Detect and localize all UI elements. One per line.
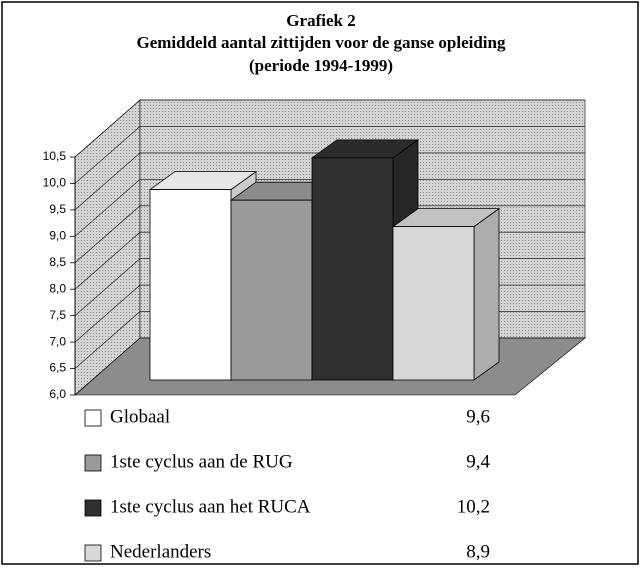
grid-line [74,179,585,237]
y-tick-label: 8,5 [49,255,66,269]
legend-value: 10,2 [457,496,490,517]
legend-label: 1ste cyclus aan het RUCA [110,496,311,517]
bar [149,189,232,381]
legend-swatch [84,499,102,517]
grid-line [74,126,585,184]
bar [311,157,394,381]
chart-title: Gemiddeld aantal zittijden voor de ganse… [137,33,506,52]
legend-swatch [84,409,102,427]
legend-swatch [84,544,102,562]
chart-title: (periode 1994-1999) [249,56,393,75]
bar [230,199,313,381]
y-tick-label: 9,5 [49,202,66,216]
y-tick-label: 7,0 [49,334,66,348]
y-tick-label: 6,0 [49,387,66,401]
y-tick-label: 10,5 [43,149,67,163]
legend-value: 8,9 [466,541,490,562]
y-tick-label: 10,0 [43,176,67,190]
legend-value: 9,6 [466,406,490,427]
legend-label: 1ste cyclus aan de RUG [110,451,293,472]
y-tick-label: 8,0 [49,281,66,295]
y-tick-label: 9,0 [49,229,66,243]
bar-side [473,207,500,381]
grid-line [74,99,585,158]
legend-value: 9,4 [466,451,490,472]
legend-label: Nederlanders [110,541,211,562]
chart-title: Grafiek 2 [286,11,355,30]
bar [392,226,475,381]
y-tick-label: 7,5 [49,308,66,322]
grid-line [74,152,585,211]
legend-swatch [84,454,102,472]
y-tick-label: 6,5 [49,361,66,375]
legend-label: Globaal [110,406,170,427]
grid-line [74,205,585,264]
